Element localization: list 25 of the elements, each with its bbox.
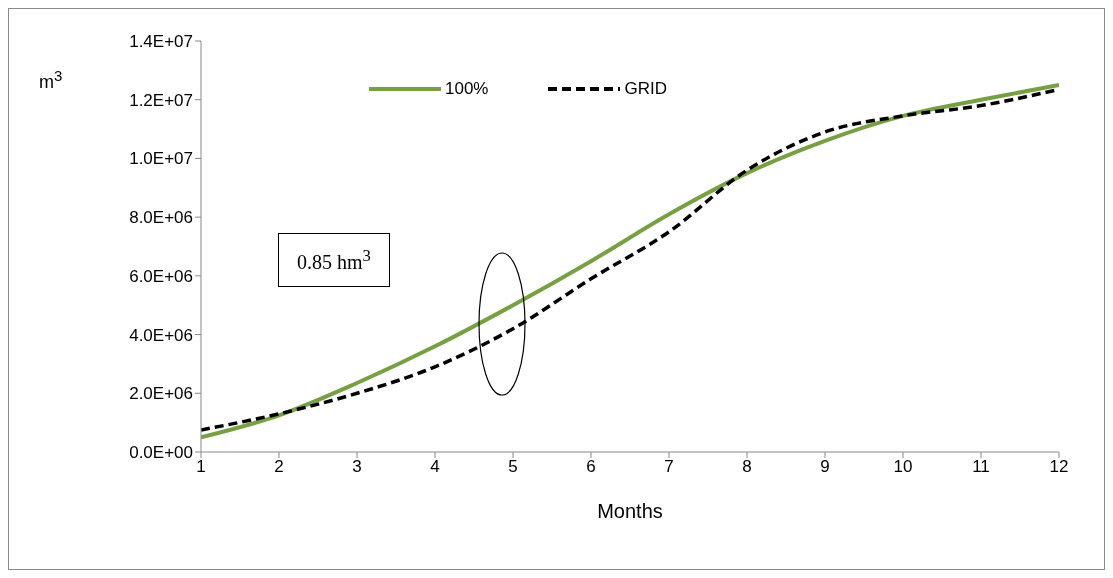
x-tick-label: 9 [820, 457, 830, 477]
x-tick-label: 8 [742, 457, 752, 477]
y-tick-label: 8.0E+06 [129, 208, 193, 228]
x-tick-label: 2 [274, 457, 284, 477]
y-tick-label: 6.0E+06 [129, 266, 193, 286]
legend-label: GRID [624, 79, 667, 99]
annotation: 0.85 hm$^{3}$ [278, 233, 390, 287]
x-tick-label: 7 [664, 457, 674, 477]
y-tick-label: 2.0E+06 [129, 384, 193, 404]
x-tick-label: 1 [196, 457, 206, 477]
y-axis-title: m$^{3}$ [39, 67, 63, 93]
x-tick-label: 5 [508, 457, 518, 477]
x-tick-label: 6 [586, 457, 596, 477]
y-tick-label: 4.0E+06 [129, 325, 193, 345]
x-tick-label: 10 [893, 457, 913, 477]
x-axis-title: Months [597, 500, 663, 522]
y-tick-label: 0.0E+00 [129, 443, 193, 463]
y-tick-label: 1.2E+07 [129, 90, 193, 110]
x-tick-label: 3 [352, 457, 362, 477]
x-tick-label: 4 [430, 457, 440, 477]
y-tick-label: 1.0E+07 [129, 149, 193, 169]
y-tick-label: 1.4E+07 [129, 32, 193, 52]
x-tick-label: 11 [972, 457, 990, 477]
x-tick-label: 12 [1049, 457, 1069, 477]
legend-label: 100% [445, 79, 489, 99]
